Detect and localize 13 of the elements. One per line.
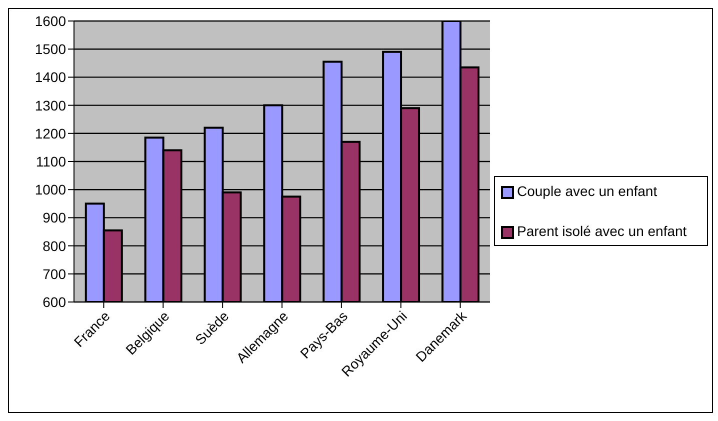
y-tick-label: 800 [42,238,66,254]
y-tick-label: 1100 [36,153,66,170]
legend-label: Parent isolé avec un enfant [517,222,687,238]
y-tick-label: 1400 [34,69,66,86]
y-tick-label: 700 [42,266,66,282]
y-tick-label: 600 [42,294,66,310]
y-tick-label: 1500 [34,41,66,58]
legend-label: Couple avec un enfant [517,182,658,198]
y-tick-label: 1300 [34,97,66,114]
y-tick-label: 1000 [34,182,66,198]
y-tick-label: 1600 [34,12,66,29]
y-tick-label: 1200 [34,125,66,142]
y-tick-label: 900 [42,210,66,226]
